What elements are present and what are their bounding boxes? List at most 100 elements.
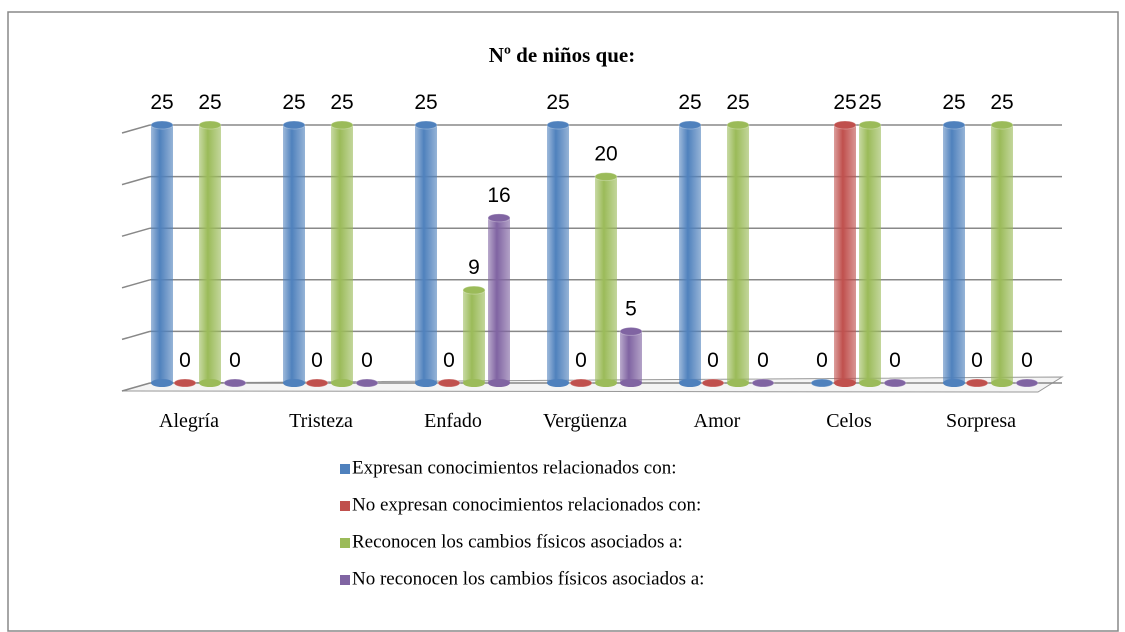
data-label: 0 — [361, 349, 373, 372]
bar-base — [620, 379, 642, 387]
data-label: 0 — [757, 349, 769, 372]
bar-top — [282, 120, 306, 130]
bar-base — [595, 379, 617, 387]
data-label: 25 — [150, 91, 173, 114]
bar — [942, 120, 966, 387]
data-label: 0 — [179, 349, 191, 372]
bar-body — [151, 125, 173, 383]
bar-top — [883, 378, 907, 388]
bar — [150, 120, 174, 387]
data-label: 20 — [594, 143, 617, 166]
bar — [223, 378, 247, 388]
bar — [198, 120, 222, 387]
legend-swatch — [340, 538, 350, 548]
data-label: 25 — [330, 91, 353, 114]
data-label: 25 — [858, 91, 881, 114]
data-label: 25 — [833, 91, 856, 114]
bar-top — [173, 378, 197, 388]
bar-top — [330, 120, 354, 130]
bar-base — [679, 379, 701, 387]
bar-base — [834, 379, 856, 387]
grid-line — [121, 382, 151, 392]
x-tick-label: Alegría — [159, 410, 219, 432]
data-label: 25 — [990, 91, 1013, 114]
data-label: 9 — [468, 256, 480, 279]
data-label: 25 — [546, 91, 569, 114]
bar — [810, 378, 834, 388]
data-label: 25 — [414, 91, 437, 114]
data-label: 0 — [816, 349, 828, 372]
grid-line — [121, 279, 151, 289]
x-tick-label: Vergüenza — [543, 410, 627, 432]
data-label: 25 — [678, 91, 701, 114]
x-tick-label: Amor — [694, 410, 741, 432]
bar-body — [595, 176, 617, 383]
bar — [965, 378, 989, 388]
legend-label: Expresan conocimientos relacionados con: — [352, 457, 676, 478]
bar — [1015, 378, 1039, 388]
bar-base — [547, 379, 569, 387]
bar — [619, 326, 643, 387]
legend-swatch — [340, 501, 350, 511]
bar — [858, 120, 882, 387]
bar — [462, 285, 486, 387]
legend-label: No reconocen los cambios físicos asociad… — [352, 568, 704, 589]
bar-top — [355, 378, 379, 388]
grid-line — [121, 330, 151, 341]
grid-line — [121, 175, 151, 186]
bar — [833, 120, 857, 387]
bar-base — [943, 379, 965, 387]
bar-body — [199, 125, 221, 383]
data-label: 0 — [707, 349, 719, 372]
bar — [569, 378, 593, 388]
bar — [173, 378, 197, 388]
bar-top — [546, 120, 570, 130]
bar — [701, 378, 725, 388]
data-label: 25 — [198, 91, 221, 114]
bar-top — [150, 120, 174, 130]
bar — [305, 378, 329, 388]
bar-base — [488, 379, 510, 387]
bar-base — [463, 379, 485, 387]
bar-top — [1015, 378, 1039, 388]
bar-body — [859, 125, 881, 383]
data-label: 0 — [311, 349, 323, 372]
grid-line — [121, 227, 151, 237]
bar-top — [810, 378, 834, 388]
bar — [594, 172, 618, 387]
data-label: 0 — [889, 349, 901, 372]
bar-top — [305, 378, 329, 388]
x-tick-label: Enfado — [424, 410, 482, 432]
bar-body — [943, 125, 965, 383]
legend-swatch — [340, 575, 350, 585]
bar-body — [991, 125, 1013, 383]
bar-top — [965, 378, 989, 388]
bar-base — [991, 379, 1013, 387]
bar-base — [727, 379, 749, 387]
bar-top — [858, 120, 882, 130]
bar-body — [834, 125, 856, 383]
data-label: 0 — [575, 349, 587, 372]
legend-label: No expresan conocimientos relacionados c… — [352, 494, 701, 515]
chart-title: Nº de niños que: — [489, 43, 635, 67]
bar-body — [283, 125, 305, 383]
bar-base — [199, 379, 221, 387]
data-label: 25 — [726, 91, 749, 114]
bar-top — [223, 378, 247, 388]
bar-body — [679, 125, 701, 383]
data-label: 25 — [942, 91, 965, 114]
x-tick-label: Tristeza — [289, 410, 353, 432]
bar-body — [620, 331, 642, 383]
x-tick-label: Sorpresa — [946, 410, 1016, 432]
bar-top — [414, 120, 438, 130]
bar-base — [151, 379, 173, 387]
bar-top — [726, 120, 750, 130]
legend-label: Reconocen los cambios físicos asociados … — [352, 531, 683, 552]
x-tick-label: Celos — [826, 410, 872, 432]
data-label: 25 — [282, 91, 305, 114]
bar-top — [701, 378, 725, 388]
bar — [726, 120, 750, 387]
bar-top — [569, 378, 593, 388]
data-label: 16 — [487, 184, 510, 207]
